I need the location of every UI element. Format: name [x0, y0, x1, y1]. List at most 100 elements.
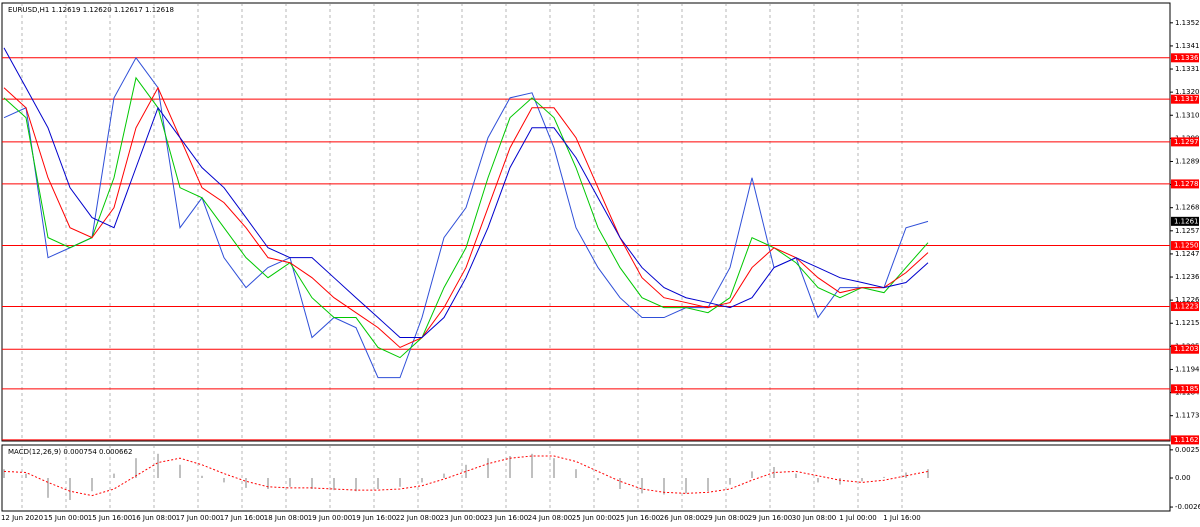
- macd-bar: [927, 469, 929, 478]
- x-tick-label: 29 Jun 16:00: [748, 514, 792, 522]
- macd-bar: [707, 478, 709, 492]
- moving-average: [3, 86, 929, 349]
- level-label: 1.12037: [1174, 345, 1200, 353]
- macd-bar: [795, 473, 797, 478]
- y-tick-label: 1.12365: [1175, 273, 1200, 281]
- level-label-box: [1171, 384, 1199, 394]
- x-tick-label: 22 Jun 08:00: [396, 514, 440, 522]
- level-label: 1.11625: [1174, 436, 1200, 444]
- macd-bar: [751, 471, 753, 478]
- x-tick-label: 24 Jun 08:00: [528, 514, 572, 522]
- y-tick-label: 0.00256: [1175, 446, 1200, 454]
- level-label-box: [1171, 435, 1199, 445]
- x-tick-label: 29 Jun 08:00: [704, 514, 748, 522]
- macd-bar: [377, 478, 379, 489]
- x-tick-label: 1 Jul 16:00: [883, 514, 921, 522]
- x-tick-label: 25 Jun 16:00: [616, 514, 660, 522]
- macd-bar: [267, 478, 269, 489]
- level-label-box: [1171, 241, 1199, 251]
- macd-bar: [311, 478, 313, 489]
- macd-bar: [839, 478, 841, 485]
- x-tick-label: 23 Jun 00:00: [440, 514, 484, 522]
- x-tick-label: 12 Jun 2020: [1, 514, 43, 522]
- y-tick-label: -0.00264: [1175, 503, 1200, 511]
- level-label: 1.12508: [1174, 242, 1200, 250]
- y-tick-label: 1.12890: [1175, 157, 1200, 165]
- macd-bar: [663, 478, 665, 495]
- x-tick-label: 19 Jun 00:00: [308, 514, 352, 522]
- macd-bar: [641, 478, 643, 494]
- macd-bar: [421, 478, 423, 483]
- x-tick-label: 26 Jun 08:00: [660, 514, 704, 522]
- x-tick-label: 15 Jun 00:00: [44, 514, 88, 522]
- macd-bar: [223, 478, 225, 483]
- macd-bar: [157, 453, 159, 478]
- bid-label-box: [1171, 216, 1199, 226]
- moving-average: [3, 47, 929, 339]
- macd-bar: [91, 478, 93, 492]
- x-tick-label: 18 Jun 08:00: [264, 514, 308, 522]
- macd-bar: [25, 473, 27, 478]
- macd-bar: [575, 469, 577, 478]
- macd-bar: [245, 478, 247, 488]
- x-tick-label: 17 Jun 16:00: [220, 514, 264, 522]
- level-label-box: [1171, 137, 1199, 147]
- macd-bar: [883, 476, 885, 478]
- macd-bar: [817, 478, 819, 483]
- y-tick-label: 1.13310: [1175, 65, 1200, 73]
- level-label: 1.13173: [1174, 95, 1200, 103]
- macd-bar: [905, 472, 907, 478]
- y-tick-label: 1.13100: [1175, 111, 1200, 119]
- macd-bar: [3, 469, 5, 478]
- macd-title: MACD(12,26,9) 0.000754 0.000662: [8, 448, 132, 456]
- macd-bar: [113, 473, 115, 478]
- y-tick-label: 1.11735: [1175, 412, 1200, 420]
- y-tick-label: 1.12470: [1175, 250, 1200, 258]
- level-label-box: [1171, 94, 1199, 104]
- macd-bar: [47, 478, 49, 498]
- x-tick-label: 15 Jun 16:00: [88, 514, 132, 522]
- level-label: 1.11857: [1174, 385, 1200, 393]
- y-tick-label: 0.00: [1175, 474, 1191, 482]
- macd-bar: [179, 464, 181, 478]
- level-label: 1.12979: [1174, 138, 1200, 146]
- macd-bar: [465, 464, 467, 478]
- macd-bar: [399, 478, 401, 487]
- level-label-box: [1171, 53, 1199, 63]
- macd-bar: [443, 473, 445, 478]
- y-tick-label: 1.13415: [1175, 42, 1200, 50]
- x-tick-label: 23 Jun 16:00: [484, 514, 528, 522]
- level-label-box: [1171, 179, 1199, 189]
- main-panel: [1, 2, 1171, 442]
- y-tick-label: 1.12260: [1175, 296, 1200, 304]
- x-tick-label: 17 Jun 00:00: [176, 514, 220, 522]
- y-tick-label: 1.13205: [1175, 88, 1200, 96]
- level-label-box: [1171, 302, 1199, 312]
- macd-bar: [289, 478, 291, 487]
- y-tick-label: 1.12155: [1175, 319, 1200, 327]
- macd-bar: [333, 478, 335, 491]
- macd-panel: [1, 444, 1171, 512]
- macd-bar: [619, 478, 621, 489]
- y-tick-label: 1.12575: [1175, 227, 1200, 235]
- level-label: 1.12788: [1174, 180, 1200, 188]
- macd-bar: [509, 456, 511, 478]
- x-tick-label: 25 Jun 00:00: [572, 514, 616, 522]
- y-tick-label: 1.11945: [1175, 365, 1200, 373]
- macd-bar: [201, 475, 203, 478]
- macd-bar: [531, 453, 533, 478]
- macd-bar: [135, 458, 137, 478]
- macd-bar: [861, 478, 863, 482]
- macd-bar: [597, 478, 599, 481]
- macd-bar: [553, 458, 555, 478]
- macd-bar: [685, 478, 687, 494]
- bid-label: 1.12618: [1174, 217, 1200, 225]
- x-tick-label: 19 Jun 16:00: [352, 514, 396, 522]
- chart-title: EURUSD,H1 1.12619 1.12620 1.12617 1.1261…: [8, 6, 174, 14]
- x-tick-label: 1 Jul 00:00: [839, 514, 877, 522]
- y-tick-label: 1.12680: [1175, 204, 1200, 212]
- x-tick-label: 16 Jun 08:00: [132, 514, 176, 522]
- macd-bar: [69, 478, 71, 500]
